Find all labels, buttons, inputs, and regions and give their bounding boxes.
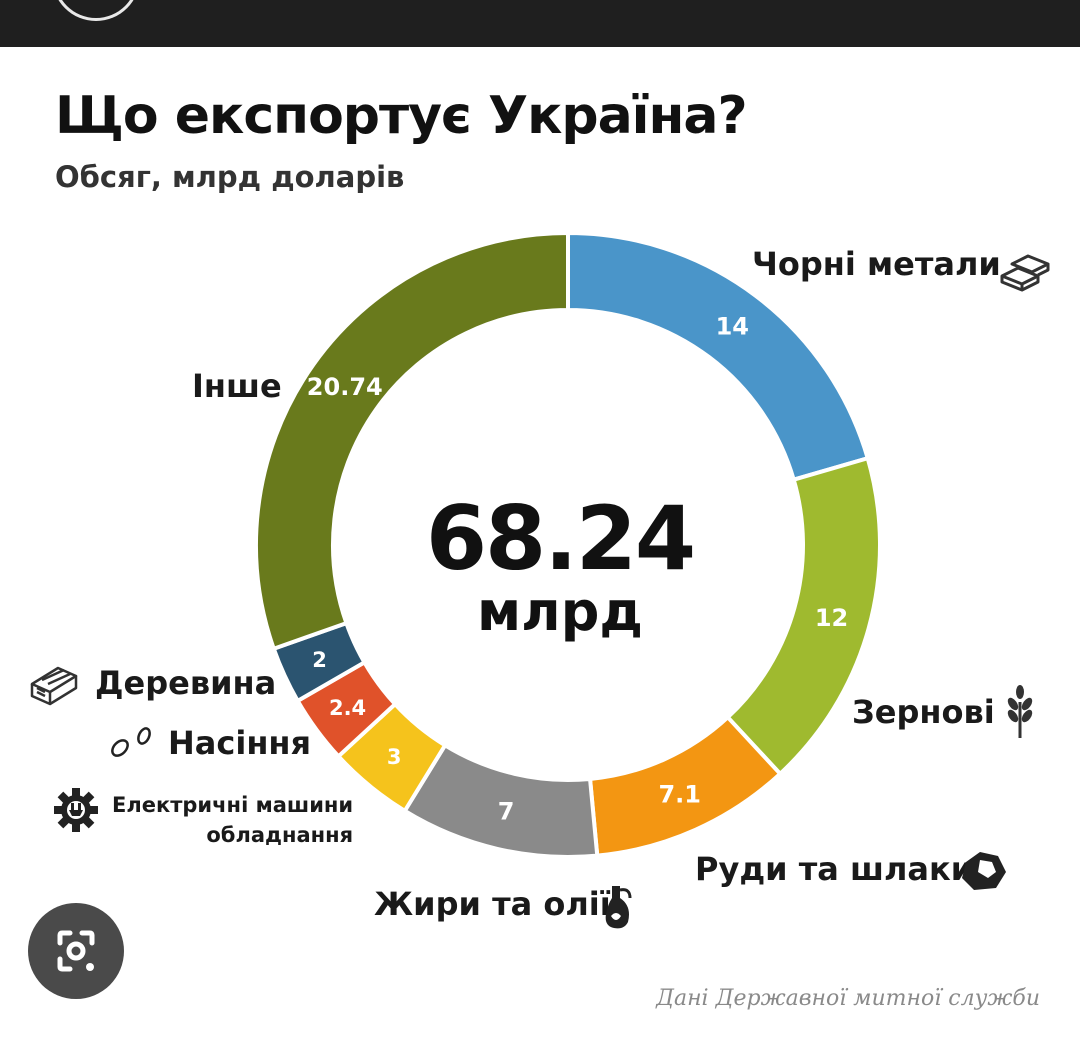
slice-value-label: 7.1 [658,781,701,809]
visual-search-button[interactable] [28,903,124,999]
slice-value-label: 12 [815,604,848,632]
label-derevyna: Деревина [95,664,277,702]
wood-log-icon [30,666,78,706]
label-zernovi: Зернові [852,693,995,731]
metal-ingots-icon [1000,254,1050,292]
label-nasinnia: Насіння [168,724,312,762]
slice-value-label: 14 [716,312,749,340]
label-elektrychni-mashyny: Електричні машини обладнання [112,790,353,850]
slice-value-label: 20.74 [307,373,383,401]
label-rudy-ta-shlaky: Руди та шлаки [695,850,974,888]
source-note: Дані Державної митної служби [656,986,1040,1011]
ore-icon [962,852,1006,890]
label-chorni-metaly: Чорні метали [752,245,1001,283]
chart-title: Що експортує Україна? [55,86,748,146]
slice-value-label: 2 [312,648,327,672]
gear-plug-icon [54,788,98,832]
slice-value-label: 3 [387,745,402,769]
label-inshe: Інше [192,367,282,405]
label-line-2: обладнання [206,823,354,847]
lens-icon [57,930,95,972]
chart-subtitle: Обсяг, млрд доларів [55,160,405,194]
label-zhyry-ta-olii: Жири та олії [374,885,611,923]
total-unit: млрд [477,580,643,643]
top-bar [0,0,1080,47]
slice-value-label: 2.4 [329,696,366,720]
label-line-1: Електричні машини [112,793,354,817]
total-value: 68.24 [425,487,696,590]
slice-value-label: 7 [498,797,515,825]
wheat-icon [1007,685,1033,738]
oil-bottle-icon [605,886,632,929]
donut-slice [254,230,570,652]
seeds-icon [111,727,151,757]
